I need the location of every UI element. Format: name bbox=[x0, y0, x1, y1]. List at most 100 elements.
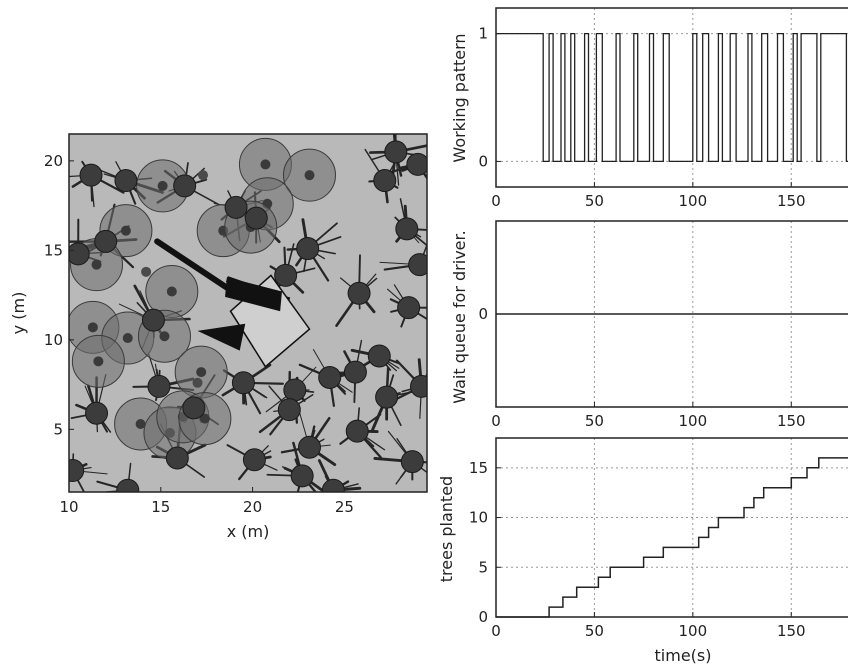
machine-track bbox=[197, 323, 246, 351]
x-tick-label: 50 bbox=[585, 622, 604, 640]
planting-spot bbox=[166, 286, 177, 297]
x-tick-label: 0 bbox=[491, 412, 501, 430]
tree-trunk bbox=[395, 217, 419, 241]
x-tick-label: 10 bbox=[59, 498, 78, 516]
trees-planted-grid bbox=[496, 438, 848, 618]
tree-trunk bbox=[224, 195, 248, 219]
x-tick-label: 100 bbox=[679, 622, 708, 640]
x-tick-label: 0 bbox=[491, 192, 501, 210]
planting-spot bbox=[91, 259, 102, 270]
trees-planted-ticks: 0 50 100 150 0 5 10 15 bbox=[469, 459, 806, 640]
x-tick-label: 150 bbox=[777, 192, 806, 210]
wait-queue-ylabel: Wait queue for driver. bbox=[450, 230, 469, 403]
planting-spot bbox=[122, 333, 133, 344]
y-tick-label: 0 bbox=[478, 152, 488, 170]
tree-trunk bbox=[147, 374, 171, 398]
y-axis-label: y (m) bbox=[9, 292, 28, 335]
tree-trunk bbox=[79, 163, 103, 187]
wait-queue-ticks: 0 50 100 150 0 bbox=[478, 305, 805, 430]
tree-trunk bbox=[367, 344, 391, 368]
y-tick-label: 5 bbox=[478, 558, 488, 576]
tree-trunk bbox=[290, 464, 314, 488]
planting-spot bbox=[304, 170, 315, 181]
trees-planted-line bbox=[496, 457, 848, 618]
tree-trunk bbox=[400, 450, 424, 474]
tree-trunk bbox=[296, 237, 320, 261]
tree-trunk bbox=[318, 365, 342, 389]
tree-trunk bbox=[231, 371, 255, 395]
tree-branch bbox=[127, 489, 129, 492]
tree-trunk bbox=[406, 152, 427, 176]
y-tick-label: 10 bbox=[469, 509, 488, 527]
planting-spot bbox=[120, 225, 131, 236]
tree-trunk bbox=[114, 169, 138, 193]
seedling bbox=[141, 266, 152, 277]
tree-trunk bbox=[409, 374, 427, 398]
y-tick-label: 15 bbox=[469, 459, 488, 477]
tree-trunk bbox=[69, 242, 90, 266]
planting-spot bbox=[157, 180, 168, 191]
spatial-axes: 10 15 20 25 5 10 15 20 bbox=[44, 152, 354, 516]
wait-queue-panel: 0 50 100 150 0 Wait queue for driver. bbox=[450, 220, 848, 430]
working-pattern-line bbox=[496, 32, 848, 163]
tree-trunk bbox=[277, 398, 301, 422]
planting-spot bbox=[135, 418, 146, 429]
tree-trunk bbox=[298, 435, 322, 459]
x-tick-label: 150 bbox=[777, 622, 806, 640]
tree-trunk bbox=[283, 378, 307, 402]
x-axis-label: x (m) bbox=[227, 522, 270, 541]
tree-trunk bbox=[69, 459, 85, 483]
x-tick-label: 20 bbox=[243, 498, 262, 516]
trees-planted-ylabel: trees planted bbox=[437, 476, 456, 582]
tree-trunk bbox=[384, 140, 408, 164]
tree-trunk bbox=[242, 448, 266, 472]
planting-spot bbox=[93, 356, 104, 367]
x-tick-label: 50 bbox=[585, 192, 604, 210]
tree-trunk bbox=[345, 419, 369, 443]
tree-trunk bbox=[173, 174, 197, 198]
time-axis-label: time(s) bbox=[655, 646, 712, 665]
tree-trunk bbox=[116, 478, 140, 492]
spatial-plot-panel: 10 15 20 25 5 10 15 20 x (m) y (m) bbox=[9, 133, 428, 541]
tree-trunk bbox=[182, 396, 206, 420]
x-tick-label: 25 bbox=[335, 498, 354, 516]
trees-planted-frame bbox=[495, 437, 848, 618]
planting-spot bbox=[260, 159, 271, 170]
trees-planted-panel: 0 50 100 150 0 5 10 15 trees planted time(s) bbox=[437, 437, 848, 665]
tree-trunk bbox=[94, 229, 118, 253]
tree-trunk bbox=[375, 385, 399, 409]
plot-inner bbox=[69, 134, 427, 492]
x-tick-label: 50 bbox=[585, 412, 604, 430]
x-tick-label: 150 bbox=[777, 412, 806, 430]
tree-branch bbox=[126, 489, 129, 492]
y-tick-label: 15 bbox=[44, 241, 63, 259]
y-tick-label: 1 bbox=[478, 25, 488, 43]
y-tick-label: 20 bbox=[44, 152, 63, 170]
tree-trunk bbox=[244, 206, 268, 230]
tree-branch bbox=[126, 489, 129, 492]
x-tick-label: 100 bbox=[679, 192, 708, 210]
tree-trunk bbox=[397, 296, 421, 320]
planting-spot bbox=[196, 367, 207, 378]
y-tick-label: 10 bbox=[44, 331, 63, 349]
tree-trunk bbox=[85, 401, 109, 425]
working-pattern-ticks: 0 50 100 150 0 1 bbox=[478, 25, 805, 210]
x-tick-label: 100 bbox=[679, 412, 708, 430]
tree-trunk bbox=[408, 253, 427, 277]
y-tick-label: 0 bbox=[478, 305, 488, 323]
machine-track bbox=[225, 277, 282, 312]
planting-spot bbox=[159, 331, 170, 342]
tree-trunk bbox=[165, 446, 189, 470]
tree-trunk bbox=[343, 360, 367, 384]
tree-branch bbox=[69, 469, 74, 473]
tree-trunk bbox=[274, 263, 298, 287]
working-pattern-ylabel: Working pattern bbox=[450, 33, 469, 162]
planting-spot bbox=[87, 322, 98, 333]
plot-frame bbox=[68, 133, 428, 493]
y-tick-label: 5 bbox=[53, 420, 63, 438]
tree-trunk bbox=[373, 169, 397, 193]
working-pattern-panel: 0 50 100 150 0 1 Working pattern bbox=[450, 7, 848, 210]
planting-spot bbox=[199, 413, 210, 424]
working-pattern-frame bbox=[495, 7, 848, 188]
